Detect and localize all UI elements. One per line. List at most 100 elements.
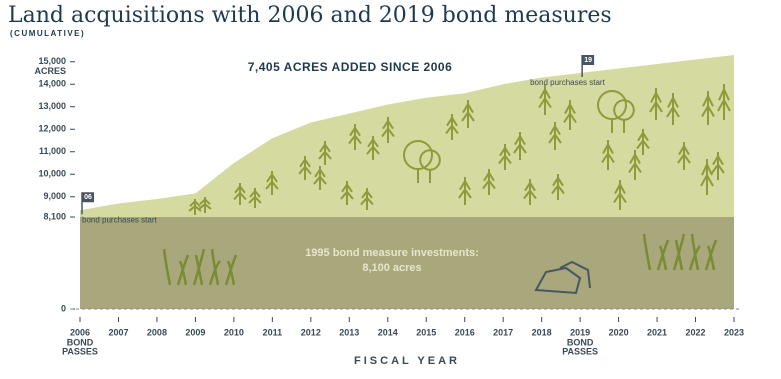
x-tick-label: 2011 bbox=[263, 327, 283, 337]
x-tick-label: 2013 bbox=[339, 327, 359, 337]
grass-icon bbox=[658, 245, 668, 271]
y-tick-label: 0 bbox=[61, 303, 66, 313]
x-tick-label: 2014 bbox=[378, 327, 398, 337]
tree-icon bbox=[461, 100, 475, 128]
tree-icon bbox=[458, 177, 472, 205]
tree-icon bbox=[298, 156, 312, 180]
tree-icon bbox=[701, 91, 715, 125]
tree-icon bbox=[636, 129, 650, 155]
tree-icon bbox=[482, 169, 496, 195]
grass-icon bbox=[176, 254, 190, 286]
x-tick-label: 2021 bbox=[647, 327, 667, 337]
decoration bbox=[162, 84, 731, 295]
tree-icon bbox=[649, 88, 663, 120]
tree-icon bbox=[198, 197, 212, 213]
flag-label: 06 bbox=[84, 194, 92, 201]
tree-icon bbox=[538, 85, 552, 115]
chart-title: Land acquisitions with 2006 and 2019 bon… bbox=[8, 3, 612, 28]
y-tick-label: 11,000 bbox=[39, 146, 66, 156]
tree-icon bbox=[513, 132, 527, 160]
tree-icon bbox=[248, 188, 262, 208]
x-tick-label: 2008 bbox=[147, 327, 167, 337]
flag bbox=[582, 55, 595, 65]
tree-icon bbox=[265, 171, 279, 195]
x-tick-label: 2016 bbox=[455, 327, 475, 337]
grass-icon bbox=[226, 260, 236, 286]
grass-icon bbox=[656, 239, 670, 271]
tree-icon bbox=[366, 136, 380, 160]
y-tick-label: 10,000 bbox=[38, 169, 66, 179]
x-tick-label: 2007 bbox=[108, 327, 128, 337]
tree-icon bbox=[381, 117, 395, 143]
x-tick-label: 2020 bbox=[609, 327, 629, 337]
tree-icon bbox=[188, 199, 202, 215]
grass-icon bbox=[224, 254, 238, 286]
tree-icon bbox=[677, 142, 691, 170]
flag bbox=[82, 192, 94, 203]
tree-icon bbox=[563, 100, 577, 130]
event-label: PASSES bbox=[62, 346, 98, 356]
x-tick-label: 2023 bbox=[724, 327, 744, 337]
annotation: 8,100 acres bbox=[362, 262, 421, 274]
tree-icon bbox=[548, 122, 562, 150]
x-axis-label: FISCAL YEAR bbox=[354, 355, 460, 367]
grass-icon bbox=[210, 248, 220, 286]
round-tree-icon bbox=[417, 169, 431, 183]
tree-icon bbox=[711, 152, 725, 180]
y-tick-label: 12,000 bbox=[38, 124, 66, 134]
round-tree-icon bbox=[613, 99, 635, 121]
round-tree-icon bbox=[611, 119, 625, 133]
tree-icon bbox=[360, 188, 374, 210]
event-label: PASSES bbox=[562, 346, 598, 356]
area bbox=[80, 217, 734, 309]
y-tick-label: 15,000 bbox=[38, 56, 66, 66]
grass-icon bbox=[674, 239, 684, 271]
tree-icon bbox=[717, 84, 731, 120]
grass-icon bbox=[192, 248, 206, 286]
rock-icon bbox=[534, 260, 591, 295]
tree-icon bbox=[313, 166, 327, 190]
event-label: BOND bbox=[567, 337, 594, 347]
x-tick-label: 2017 bbox=[493, 327, 513, 337]
x-tick-label: 2010 bbox=[224, 327, 244, 337]
tree-icon bbox=[348, 124, 362, 150]
grass-icon bbox=[642, 233, 652, 271]
tree-icon bbox=[613, 180, 627, 210]
flag-label: 19 bbox=[584, 57, 592, 64]
y-tick-label: 8,100 bbox=[43, 211, 66, 221]
tree-icon bbox=[601, 140, 615, 170]
tree-icon bbox=[445, 114, 459, 140]
event-note: bond purchases start bbox=[82, 215, 157, 224]
x-tick-label: 2019 bbox=[570, 327, 590, 337]
y-unit-label: ACRES bbox=[34, 66, 66, 76]
x-tick-label: 2015 bbox=[416, 327, 436, 337]
tree-icon bbox=[318, 141, 332, 165]
grass-icon bbox=[704, 239, 718, 271]
tree-icon bbox=[498, 144, 512, 170]
tree-icon bbox=[340, 181, 354, 205]
grass-icon bbox=[672, 233, 686, 271]
event-note: bond purchases start bbox=[530, 78, 605, 87]
y-tick-label: 13,000 bbox=[38, 101, 66, 111]
x-tick-label: 2022 bbox=[686, 327, 706, 337]
event-label: BOND bbox=[67, 337, 94, 347]
x-tick-label: 2006 bbox=[70, 327, 90, 337]
tree-icon bbox=[233, 183, 247, 205]
tree-icon bbox=[700, 159, 714, 195]
y-tick-label: 9,000 bbox=[43, 191, 66, 201]
grass-icon bbox=[706, 245, 716, 271]
annotation: 1995 bond measure investments: bbox=[305, 247, 479, 259]
tree-icon bbox=[666, 93, 680, 125]
y-tick-label: 14,000 bbox=[38, 79, 66, 89]
grass-icon bbox=[162, 248, 172, 286]
chart-subtitle: (CUMULATIVE) bbox=[10, 29, 85, 38]
annotation: 7,405 ACRES ADDED SINCE 2006 bbox=[248, 60, 453, 74]
grass-icon bbox=[194, 254, 204, 286]
grass-icon bbox=[178, 260, 188, 286]
tree-icon bbox=[628, 150, 642, 180]
tree-icon bbox=[551, 174, 565, 200]
grass-icon bbox=[690, 233, 700, 271]
x-tick-label: 2012 bbox=[301, 327, 321, 337]
x-tick-label: 2009 bbox=[185, 327, 205, 337]
